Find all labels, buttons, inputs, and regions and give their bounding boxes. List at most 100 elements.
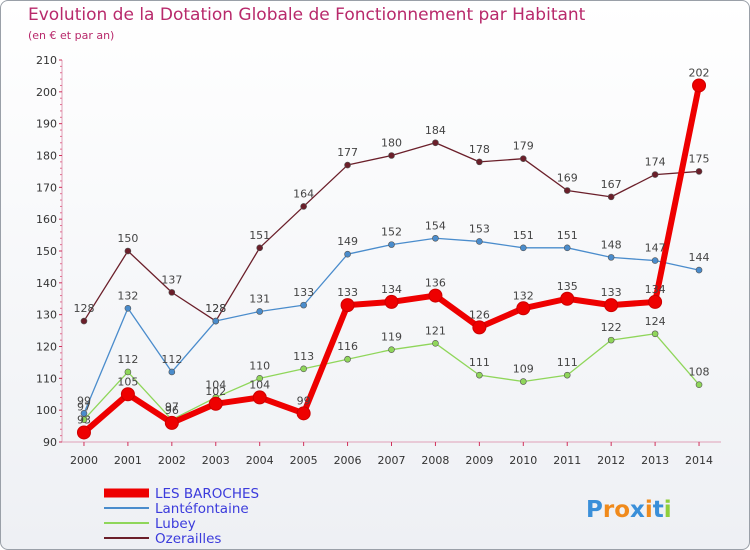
data-label-les-baroches: 105	[117, 375, 138, 388]
data-label-les-baroches: 102	[205, 385, 226, 398]
data-point-les-baroches	[296, 406, 311, 421]
data-label-les-baroches: 135	[557, 280, 578, 293]
data-label-lubey: 109	[513, 363, 534, 376]
y-tick-label: 130	[36, 309, 57, 322]
data-label-les-baroches: 126	[469, 308, 490, 321]
data-label-lant-fontaine: 133	[293, 286, 314, 299]
y-tick-label: 160	[36, 213, 57, 226]
data-label-ozerailles: 150	[117, 232, 138, 245]
chart-title: Evolution de la Dotation Globale de Fonc…	[28, 5, 586, 25]
data-point-les-baroches	[472, 320, 487, 335]
data-point-lant-fontaine	[432, 234, 439, 242]
data-label-lubey: 113	[293, 350, 314, 363]
data-point-lubey	[388, 346, 395, 353]
data-label-les-baroches: 104	[249, 378, 270, 391]
data-point-les-baroches	[560, 291, 575, 306]
chart-subtitle: (en € et par an)	[28, 29, 115, 42]
data-point-lubey	[432, 340, 439, 347]
data-label-ozerailles: 178	[469, 143, 490, 156]
data-label-lubey: 112	[117, 353, 138, 366]
data-label-lant-fontaine: 132	[117, 289, 138, 302]
data-point-ozerailles	[256, 244, 264, 252]
y-tick-label: 110	[36, 372, 57, 385]
x-tick-label: 2001	[114, 454, 142, 467]
data-point-ozerailles	[607, 193, 615, 201]
data-point-les-baroches	[164, 415, 179, 430]
x-tick-label: 2014	[685, 454, 713, 467]
data-label-lant-fontaine: 128	[205, 302, 226, 315]
data-label-ozerailles: 174	[645, 156, 666, 169]
data-label-les-baroches: 96	[165, 404, 179, 417]
y-tick-label: 90	[43, 436, 57, 449]
data-point-ozerailles	[476, 158, 483, 166]
data-point-ozerailles	[563, 187, 571, 194]
data-point-ozerailles	[300, 203, 307, 210]
y-tick-label: 150	[36, 245, 57, 258]
data-point-ozerailles	[168, 289, 176, 296]
data-point-les-baroches	[252, 390, 267, 405]
data-point-ozerailles	[344, 161, 351, 169]
data-point-lant-fontaine	[519, 244, 527, 252]
data-point-ozerailles	[388, 152, 395, 159]
data-point-ozerailles	[80, 317, 88, 325]
data-label-lant-fontaine: 153	[469, 222, 490, 235]
x-tick-label: 2005	[290, 454, 318, 467]
data-label-lant-fontaine: 144	[689, 251, 710, 264]
y-tick-label: 190	[36, 118, 57, 131]
data-label-lant-fontaine: 151	[513, 229, 534, 242]
data-label-ozerailles: 175	[689, 152, 710, 165]
data-point-les-baroches	[692, 78, 707, 93]
data-label-ozerailles: 179	[513, 140, 534, 153]
y-tick-label: 140	[36, 277, 57, 290]
data-point-les-baroches	[428, 288, 443, 303]
x-tick-label: 2008	[421, 454, 449, 467]
data-point-lant-fontaine	[563, 244, 571, 252]
data-label-lant-fontaine: 99	[77, 394, 91, 407]
proxiti-logo: Proxiti	[586, 497, 672, 523]
y-tick-label: 100	[36, 404, 57, 417]
axes: 90 100 110 120 130 140 150 160 170 180 190 200 210 20…	[36, 54, 721, 467]
data-label-lubey: 122	[601, 321, 622, 334]
data-label-lubey: 116	[337, 340, 358, 353]
x-tick-label: 2009	[465, 454, 493, 467]
data-label-les-baroches: 134	[645, 283, 666, 296]
data-point-les-baroches	[604, 298, 619, 313]
data-point-lant-fontaine	[695, 266, 703, 274]
data-point-ozerailles	[651, 171, 659, 178]
data-label-lubey: 104	[205, 378, 226, 391]
data-point-lant-fontaine	[651, 257, 659, 264]
data-label-ozerailles: 169	[557, 172, 578, 185]
data-point-lubey	[344, 355, 351, 363]
data-point-ozerailles	[695, 168, 703, 175]
y-tick-label: 180	[36, 150, 57, 163]
data-point-lubey	[80, 416, 88, 424]
data-label-ozerailles: 180	[381, 137, 402, 150]
data-point-les-baroches	[516, 301, 531, 316]
x-tick-label: 2012	[597, 454, 625, 467]
data-point-lubey	[300, 365, 307, 373]
data-label-les-baroches: 99	[297, 394, 311, 407]
data-label-lant-fontaine: 154	[425, 219, 446, 232]
x-tick-label: 2002	[158, 454, 186, 467]
data-label-lubey: 111	[469, 356, 490, 369]
data-point-les-baroches	[208, 396, 223, 411]
data-point-lant-fontaine	[388, 241, 395, 248]
data-point-lant-fontaine	[168, 368, 176, 376]
y-tick-label: 200	[36, 86, 57, 99]
legend-label-lubey: Lubey	[155, 516, 196, 532]
data-point-lubey	[651, 330, 659, 338]
data-point-lubey	[519, 378, 527, 385]
data-label-ozerailles: 177	[337, 146, 358, 159]
data-point-lant-fontaine	[344, 250, 351, 258]
data-label-lubey: 124	[645, 315, 666, 328]
x-tick-label: 2000	[70, 454, 98, 467]
data-point-lubey	[476, 371, 483, 379]
data-label-les-baroches: 93	[77, 413, 91, 426]
data-label-les-baroches: 132	[513, 289, 534, 302]
data-label-ozerailles: 137	[161, 273, 182, 286]
data-label-lubey: 121	[425, 324, 446, 337]
data-label-lant-fontaine: 148	[601, 238, 622, 251]
data-point-les-baroches	[340, 298, 355, 313]
proxiti-logo-text: Proxiti	[586, 497, 672, 523]
